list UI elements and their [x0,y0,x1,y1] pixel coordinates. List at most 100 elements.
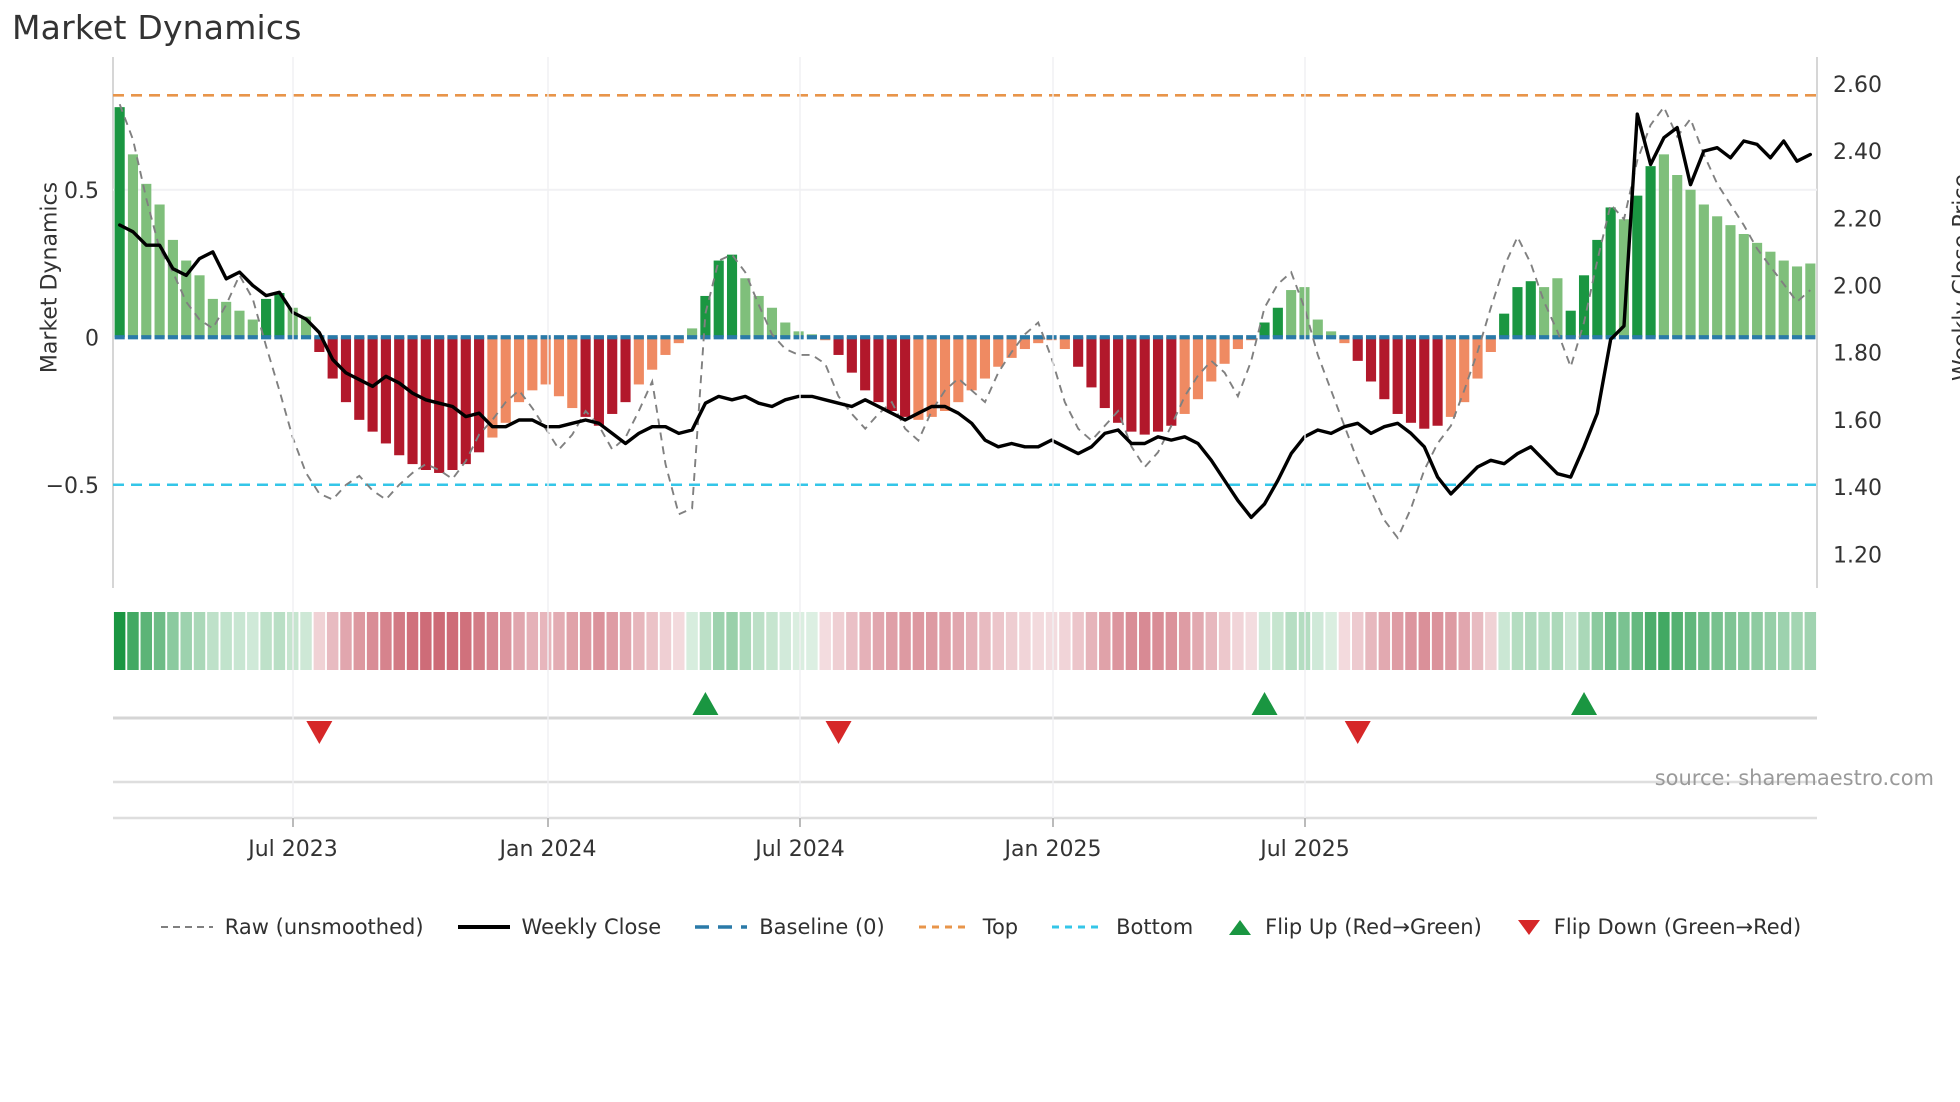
bar[interactable] [687,328,698,338]
bar[interactable] [1126,337,1137,432]
heatmap-cell[interactable] [1125,612,1138,670]
bar[interactable] [833,337,844,355]
bar[interactable] [713,260,724,338]
bar[interactable] [1086,337,1097,388]
bar[interactable] [127,154,139,338]
heatmap-cell[interactable] [446,612,459,670]
bar[interactable] [1645,166,1656,338]
heatmap-cell[interactable] [1618,612,1630,670]
heatmap-cell[interactable] [233,612,246,670]
heatmap-cell[interactable] [726,612,738,670]
heatmap-cell[interactable] [1525,612,1537,670]
bar[interactable] [340,337,352,403]
bar[interactable] [1365,337,1377,382]
bar[interactable] [926,337,937,417]
heatmap-cell[interactable] [1258,612,1271,670]
heatmap-cell[interactable] [180,612,192,670]
bar[interactable] [1472,337,1483,379]
heatmap-cell[interactable] [473,612,485,670]
bar[interactable] [487,337,498,438]
bar[interactable] [1286,290,1297,338]
heatmap-cell[interactable] [460,612,472,670]
bar[interactable] [979,337,991,379]
heatmap-cell[interactable] [1019,612,1031,670]
heatmap-cell[interactable] [1551,612,1564,670]
heatmap-cell[interactable] [659,612,672,670]
bar[interactable] [221,301,232,338]
bar[interactable] [1099,337,1110,409]
heatmap-cell[interactable] [579,612,592,670]
heatmap-cell[interactable] [992,612,1005,670]
heatmap-cell[interactable] [1325,612,1337,670]
bar[interactable] [1352,337,1363,361]
heatmap-cell[interactable] [1631,612,1644,670]
bar[interactable] [1512,287,1523,338]
bar[interactable] [780,322,791,338]
heatmap-cell[interactable] [1458,612,1470,670]
heatmap-cell[interactable] [1671,612,1683,670]
bar[interactable] [1632,195,1643,338]
heatmap-cell[interactable] [686,612,698,670]
bar[interactable] [1791,266,1803,338]
bar[interactable] [766,307,778,338]
legend-item[interactable]: Raw (unsmoothed) [159,915,424,939]
bar[interactable] [953,337,964,403]
bar[interactable] [1685,189,1696,338]
heatmap-cell[interactable] [925,612,938,670]
heatmap-cell[interactable] [939,612,951,670]
heatmap-cell[interactable] [193,612,206,670]
bar[interactable] [540,337,551,385]
bar[interactable] [1445,337,1456,417]
heatmap-cell[interactable] [1698,612,1710,670]
heatmap-cell[interactable] [1218,612,1231,670]
heatmap-cell[interactable] [220,612,232,670]
bar[interactable] [633,337,644,385]
bar[interactable] [474,337,485,453]
heatmap-cell[interactable] [673,612,685,670]
heatmap-cell[interactable] [965,612,978,670]
bar[interactable] [234,310,245,338]
heatmap-cell[interactable] [207,612,219,670]
bar[interactable] [1259,322,1270,338]
heatmap-cell[interactable] [1471,612,1484,670]
bar[interactable] [407,337,418,465]
bar[interactable] [1592,239,1603,338]
bar[interactable] [1432,337,1443,426]
flip-down-marker[interactable] [306,721,333,744]
heatmap-cell[interactable] [1431,612,1444,670]
bar[interactable] [1725,225,1736,338]
heatmap-cell[interactable] [792,612,805,670]
heatmap-cell[interactable] [1538,612,1550,670]
flip-up-marker[interactable] [692,692,719,715]
heatmap-cell[interactable] [326,612,339,670]
heatmap-cell[interactable] [420,612,432,670]
heatmap-cell[interactable] [566,612,579,670]
heatmap-cell[interactable] [886,612,898,670]
bar[interactable] [873,337,884,403]
bar[interactable] [1778,260,1789,338]
flip-down-marker[interactable] [825,721,852,744]
bar[interactable] [314,337,325,352]
heatmap-cell[interactable] [766,612,778,670]
heatmap-cell[interactable] [1192,612,1204,670]
heatmap-cell[interactable] [593,612,605,670]
bar[interactable] [1059,337,1070,350]
heatmap-cell[interactable] [499,612,512,670]
heatmap-cell[interactable] [712,612,725,670]
bar[interactable] [620,337,631,403]
heatmap-cell[interactable] [1738,612,1750,670]
heatmap-cell[interactable] [1777,612,1790,670]
heatmap-cell[interactable] [1032,612,1044,670]
bar[interactable] [1459,337,1470,403]
bar[interactable] [1539,287,1550,338]
bar[interactable] [1658,154,1669,338]
bar[interactable] [1499,313,1510,338]
bar[interactable] [700,295,711,338]
heatmap-cell[interactable] [1711,612,1723,670]
heatmap-cell[interactable] [1365,612,1377,670]
bar[interactable] [1219,337,1230,364]
heatmap-cell[interactable] [912,612,925,670]
heatmap-cell[interactable] [1165,612,1178,670]
bar[interactable] [580,337,591,417]
heatmap-cell[interactable] [952,612,965,670]
